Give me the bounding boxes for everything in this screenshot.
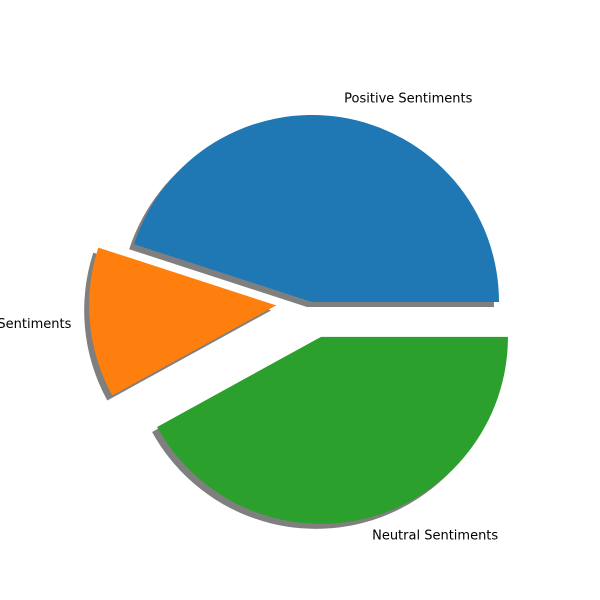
slice-neutral-sentiments	[157, 337, 508, 524]
slice-label-positive-sentiments: Positive Sentiments	[344, 91, 472, 106]
slice-positive-sentiments	[134, 115, 499, 302]
slices	[89, 115, 508, 524]
slice-label-negative-sentiments: Negative Sentiments	[0, 317, 72, 332]
slice-label-neutral-sentiments: Neutral Sentiments	[372, 529, 498, 544]
